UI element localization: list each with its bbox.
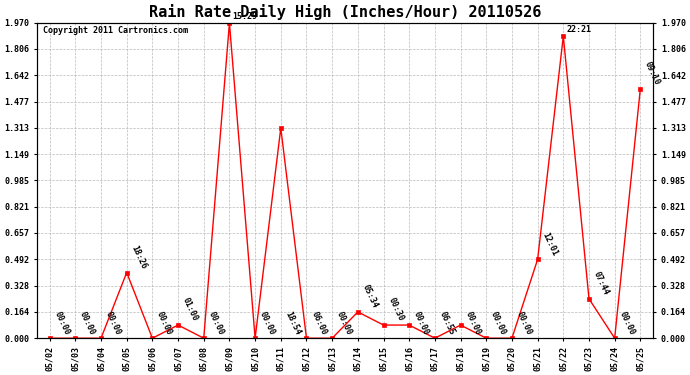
Text: 18:26: 18:26 <box>130 244 148 270</box>
Text: 06:00: 06:00 <box>309 310 328 336</box>
Text: Copyright 2011 Cartronics.com: Copyright 2011 Cartronics.com <box>43 26 188 35</box>
Text: 00:00: 00:00 <box>489 310 508 336</box>
Text: 15:29: 15:29 <box>233 12 257 21</box>
Text: 05:34: 05:34 <box>361 283 380 310</box>
Text: 00:00: 00:00 <box>206 310 225 336</box>
Text: 01:00: 01:00 <box>181 296 199 323</box>
Text: 07:44: 07:44 <box>592 270 611 297</box>
Text: 00:00: 00:00 <box>515 310 533 336</box>
Text: 00:00: 00:00 <box>104 310 123 336</box>
Text: 00:30: 00:30 <box>386 296 405 323</box>
Text: 00:00: 00:00 <box>52 310 71 336</box>
Text: 22:21: 22:21 <box>566 25 591 34</box>
Text: 18:54: 18:54 <box>284 310 302 336</box>
Text: 00:00: 00:00 <box>78 310 97 336</box>
Text: 00:00: 00:00 <box>258 310 277 336</box>
Text: 06:55: 06:55 <box>437 310 456 336</box>
Text: 09:10: 09:10 <box>643 60 662 87</box>
Text: 00:00: 00:00 <box>412 310 431 336</box>
Text: 12:01: 12:01 <box>540 231 559 257</box>
Text: 00:00: 00:00 <box>155 310 174 336</box>
Title: Rain Rate Daily High (Inches/Hour) 20110526: Rain Rate Daily High (Inches/Hour) 20110… <box>149 4 541 20</box>
Text: 00:00: 00:00 <box>618 310 636 336</box>
Text: 00:00: 00:00 <box>335 310 354 336</box>
Text: 00:00: 00:00 <box>464 310 482 336</box>
